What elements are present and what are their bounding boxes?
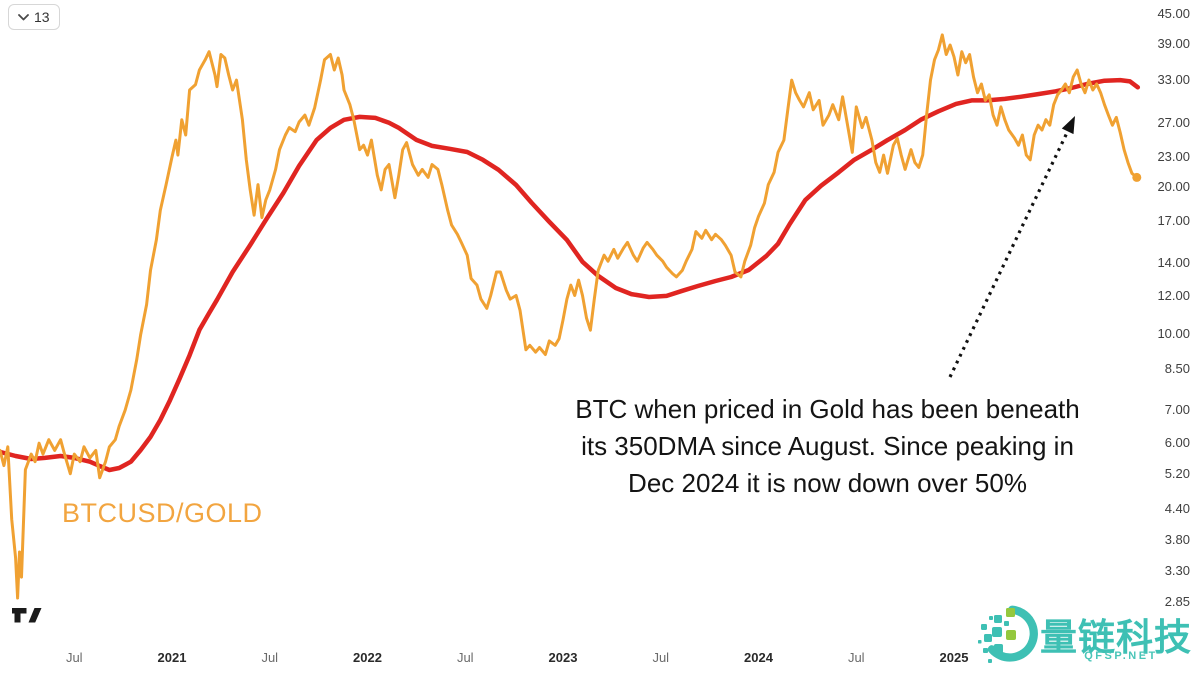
annotation-line-3: Dec 2024 it is now down over 50% xyxy=(628,468,1027,498)
watermark-brand: 量链科技 xyxy=(1040,616,1192,659)
watermark-domain: QFSP.NET xyxy=(1084,650,1158,662)
dma-350-line[interactable] xyxy=(0,77,1141,473)
annotation-arrow[interactable] xyxy=(948,116,1075,378)
price-tick-label: 7.00 xyxy=(1164,402,1190,418)
price-tick-label: 33.00 xyxy=(1157,72,1190,88)
price-tick-label: 2.85 xyxy=(1164,593,1190,609)
time-tick-label: Jul xyxy=(65,650,83,665)
price-tick-label: 14.00 xyxy=(1157,254,1190,270)
time-tick-label: Jul xyxy=(456,650,474,665)
indicator-count: 13 xyxy=(34,9,50,25)
price-tick-label: 12.00 xyxy=(1157,287,1190,303)
time-tick-label: 2022 xyxy=(353,650,382,665)
price-tick-label: 17.00 xyxy=(1157,213,1190,229)
price-tick-label: 10.00 xyxy=(1157,326,1190,342)
indicator-count-badge[interactable]: 13 xyxy=(8,4,60,30)
price-tick-label: 8.50 xyxy=(1164,360,1190,376)
tradingview-logo-icon[interactable] xyxy=(12,607,42,629)
watermark: 量链科技 QFSP.NET xyxy=(976,604,1200,672)
time-tick-label: Jul xyxy=(261,650,279,665)
price-tick-label: 45.00 xyxy=(1157,6,1190,21)
price-tick-label: 4.40 xyxy=(1164,501,1190,517)
time-tick-label: 2021 xyxy=(157,650,187,665)
annotation-line-1: BTC when priced in Gold has been beneath xyxy=(575,394,1080,424)
time-tick-label: Jul xyxy=(847,650,865,665)
time-tick-label: 2024 xyxy=(744,650,773,665)
last-price-dot xyxy=(1132,172,1142,182)
time-tick-label: Jul xyxy=(652,650,670,665)
chevron-down-icon xyxy=(18,13,29,20)
watermark-logo-icon xyxy=(978,605,1038,663)
price-tick-label: 27.00 xyxy=(1157,114,1190,130)
price-tick-label: 20.00 xyxy=(1157,178,1190,194)
price-tick-label: 5.20 xyxy=(1164,465,1190,481)
time-tick-label: 2023 xyxy=(548,650,578,665)
price-tick-label: 23.00 xyxy=(1157,148,1190,164)
chart-annotation: BTC when priced in Gold has been beneath… xyxy=(535,391,1120,502)
btcusd-gold-line[interactable] xyxy=(0,33,1139,600)
price-tick-label: 6.00 xyxy=(1164,435,1190,451)
price-tick-label: 3.30 xyxy=(1164,562,1190,578)
time-tick-label: 2025 xyxy=(939,650,969,665)
series-label: BTCUSD/GOLD xyxy=(62,498,263,528)
price-tick-label: 3.80 xyxy=(1164,532,1190,548)
annotation-line-2: its 350DMA since August. Since peaking i… xyxy=(581,431,1074,461)
price-tick-label: 39.00 xyxy=(1157,36,1190,52)
